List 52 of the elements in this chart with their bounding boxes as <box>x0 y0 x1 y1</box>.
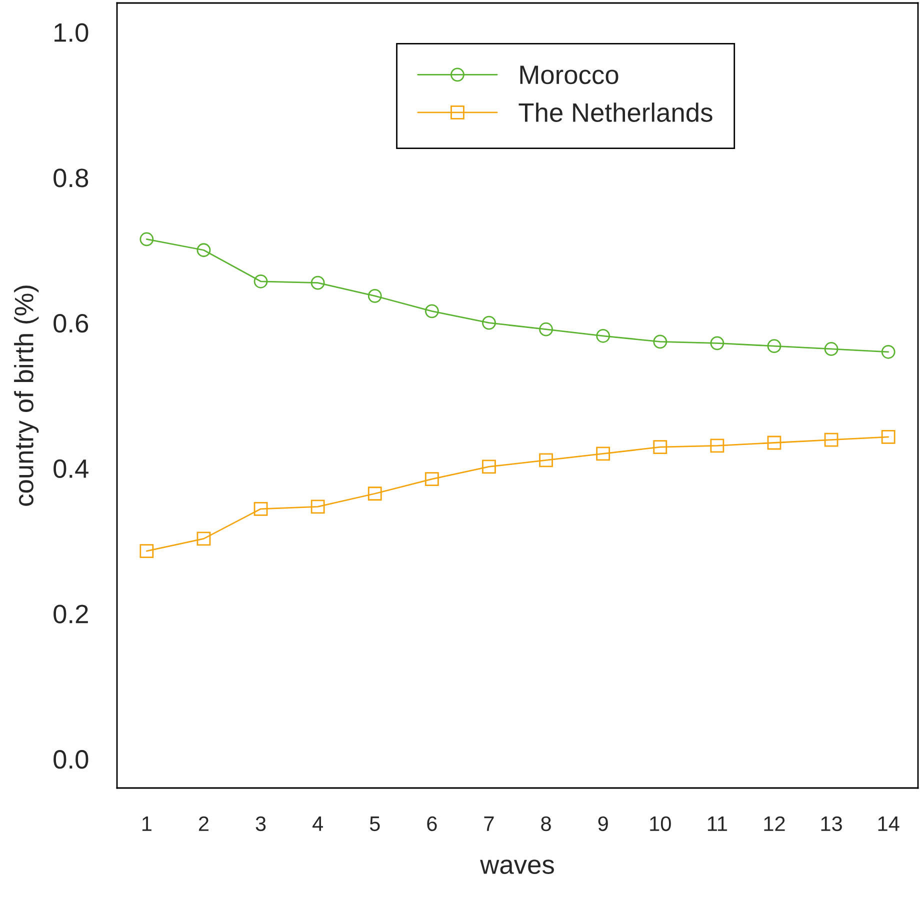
point <box>539 322 553 336</box>
point <box>881 430 896 444</box>
point <box>424 472 439 486</box>
point <box>196 532 211 546</box>
point <box>254 274 268 288</box>
x-tick-label: 13 <box>821 816 842 832</box>
x-tick-label: 7 <box>484 816 494 831</box>
x-axis-title: waves <box>480 860 554 874</box>
point <box>310 500 325 514</box>
legend-label: Morocco <box>520 66 618 84</box>
point <box>881 344 896 359</box>
point <box>767 436 782 450</box>
y-tick-label: 0.0 <box>54 750 88 769</box>
x-tick-label: 1 <box>142 816 152 831</box>
point <box>254 502 268 516</box>
point <box>368 288 382 303</box>
point <box>824 342 838 356</box>
point <box>767 339 782 354</box>
x-tick-label: 12 <box>764 816 785 831</box>
point <box>710 336 724 350</box>
point <box>196 243 211 258</box>
point <box>824 432 838 447</box>
point <box>596 328 610 343</box>
point <box>140 544 154 558</box>
legend-label: The Netherlands <box>518 102 712 122</box>
x-tick-label: 2 <box>198 816 208 831</box>
point <box>653 440 668 454</box>
y-tick-label: 0.6 <box>54 314 88 333</box>
point <box>368 486 382 501</box>
x-tick-label: 10 <box>650 816 671 832</box>
point <box>653 334 668 349</box>
point <box>140 232 154 246</box>
y-tick-label: 0.4 <box>54 459 88 478</box>
x-tick-label: 8 <box>541 816 551 832</box>
y-tick-label: 0.2 <box>54 604 88 624</box>
point <box>482 316 496 330</box>
x-tick-label: 14 <box>878 816 900 831</box>
y-axis-title: country of birth (%) <box>14 286 39 506</box>
x-tick-label: 4 <box>312 816 324 831</box>
point <box>596 446 610 461</box>
x-tick-label: 3 <box>256 816 266 832</box>
point <box>710 438 724 453</box>
point <box>482 460 496 474</box>
point <box>539 453 553 468</box>
x-tick-label: 9 <box>598 816 608 832</box>
x-tick-label: 6 <box>427 816 437 832</box>
point <box>310 276 325 290</box>
y-tick-label: 1.0 <box>54 23 88 42</box>
y-tick-label: 0.8 <box>54 168 88 188</box>
point <box>424 304 439 318</box>
x-tick-label: 11 <box>708 816 727 831</box>
x-tick-label: 5 <box>370 816 380 832</box>
